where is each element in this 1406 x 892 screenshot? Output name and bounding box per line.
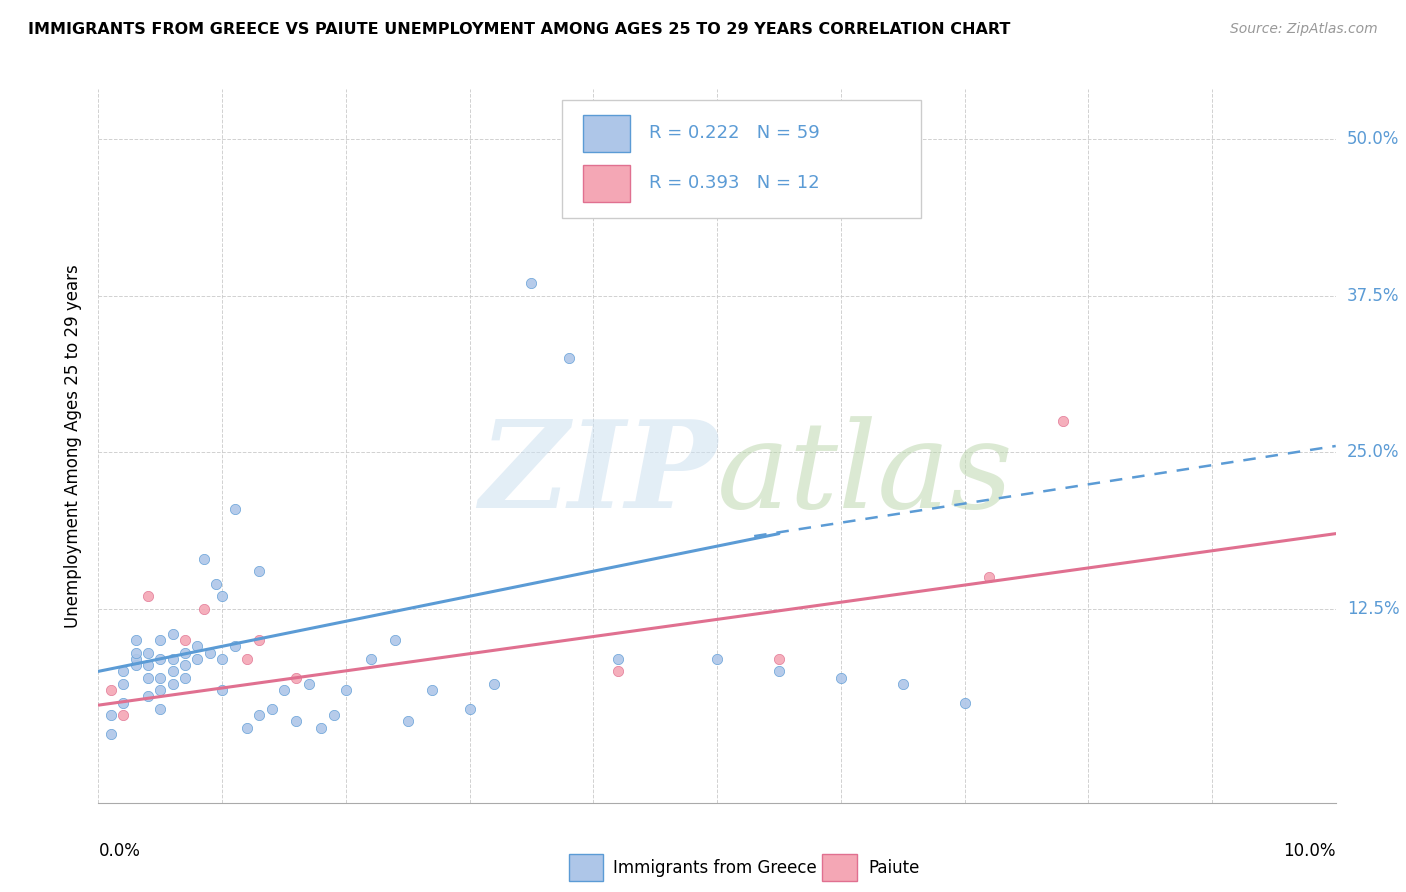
Point	[224, 640, 246, 654]
Point	[174, 633, 197, 648]
Point	[124, 658, 146, 673]
Point	[149, 633, 172, 648]
Text: R = 0.222   N = 59: R = 0.222 N = 59	[650, 125, 820, 143]
FancyBboxPatch shape	[583, 165, 630, 202]
Point	[224, 501, 246, 516]
Point	[211, 589, 233, 603]
Point	[830, 671, 852, 685]
Point	[298, 677, 321, 691]
Point	[484, 677, 506, 691]
FancyBboxPatch shape	[823, 855, 856, 881]
Point	[124, 633, 146, 648]
Point	[322, 708, 344, 723]
Point	[979, 570, 1001, 584]
Text: 50.0%: 50.0%	[1347, 130, 1399, 148]
Text: 12.5%: 12.5%	[1347, 599, 1399, 618]
FancyBboxPatch shape	[562, 100, 921, 218]
Point	[162, 665, 184, 679]
Point	[186, 640, 208, 654]
Point	[309, 721, 332, 735]
Point	[396, 714, 419, 729]
Point	[768, 652, 790, 666]
Point	[149, 702, 172, 716]
Point	[211, 683, 233, 698]
Text: 25.0%: 25.0%	[1347, 443, 1399, 461]
Point	[112, 696, 135, 710]
Text: Paiute: Paiute	[868, 859, 920, 877]
Point	[285, 714, 308, 729]
Point	[236, 721, 259, 735]
Point	[247, 564, 270, 578]
Point	[112, 708, 135, 723]
Point	[174, 658, 197, 673]
Point	[260, 702, 283, 716]
Point	[193, 601, 215, 615]
Point	[162, 677, 184, 691]
Point	[557, 351, 579, 366]
Point	[186, 652, 208, 666]
Text: IMMIGRANTS FROM GREECE VS PAIUTE UNEMPLOYMENT AMONG AGES 25 TO 29 YEARS CORRELAT: IMMIGRANTS FROM GREECE VS PAIUTE UNEMPLO…	[28, 22, 1011, 37]
Point	[247, 708, 270, 723]
Point	[891, 677, 914, 691]
Point	[236, 652, 259, 666]
Text: Source: ZipAtlas.com: Source: ZipAtlas.com	[1230, 22, 1378, 37]
Point	[100, 683, 122, 698]
Point	[149, 652, 172, 666]
Point	[211, 652, 233, 666]
Point	[100, 708, 122, 723]
Point	[136, 690, 159, 704]
Point	[458, 702, 481, 716]
Y-axis label: Unemployment Among Ages 25 to 29 years: Unemployment Among Ages 25 to 29 years	[65, 264, 83, 628]
Text: 10.0%: 10.0%	[1284, 842, 1336, 860]
Text: 0.0%: 0.0%	[98, 842, 141, 860]
Point	[100, 727, 122, 741]
Text: atlas: atlas	[717, 416, 1014, 533]
Point	[273, 683, 295, 698]
Point	[520, 277, 543, 291]
Point	[198, 646, 221, 660]
Point	[953, 696, 976, 710]
Point	[124, 646, 146, 660]
Point	[706, 652, 728, 666]
Text: R = 0.393   N = 12: R = 0.393 N = 12	[650, 175, 820, 193]
FancyBboxPatch shape	[583, 115, 630, 152]
Point	[149, 671, 172, 685]
Point	[124, 652, 146, 666]
Point	[162, 627, 184, 641]
Point	[1052, 414, 1074, 428]
Point	[136, 646, 159, 660]
Text: 37.5%: 37.5%	[1347, 286, 1399, 305]
Point	[285, 671, 308, 685]
Point	[607, 665, 630, 679]
Point	[136, 671, 159, 685]
Point	[335, 683, 357, 698]
Point	[768, 665, 790, 679]
Point	[205, 576, 228, 591]
Point	[149, 683, 172, 698]
Point	[136, 658, 159, 673]
Point	[422, 683, 444, 698]
Point	[174, 671, 197, 685]
Point	[136, 589, 159, 603]
Text: Immigrants from Greece: Immigrants from Greece	[613, 859, 817, 877]
FancyBboxPatch shape	[568, 855, 603, 881]
Point	[384, 633, 406, 648]
Point	[360, 652, 382, 666]
Point	[112, 665, 135, 679]
Point	[174, 646, 197, 660]
Point	[193, 551, 215, 566]
Text: ZIP: ZIP	[479, 416, 717, 533]
Point	[607, 652, 630, 666]
Point	[162, 652, 184, 666]
Point	[247, 633, 270, 648]
Point	[112, 677, 135, 691]
